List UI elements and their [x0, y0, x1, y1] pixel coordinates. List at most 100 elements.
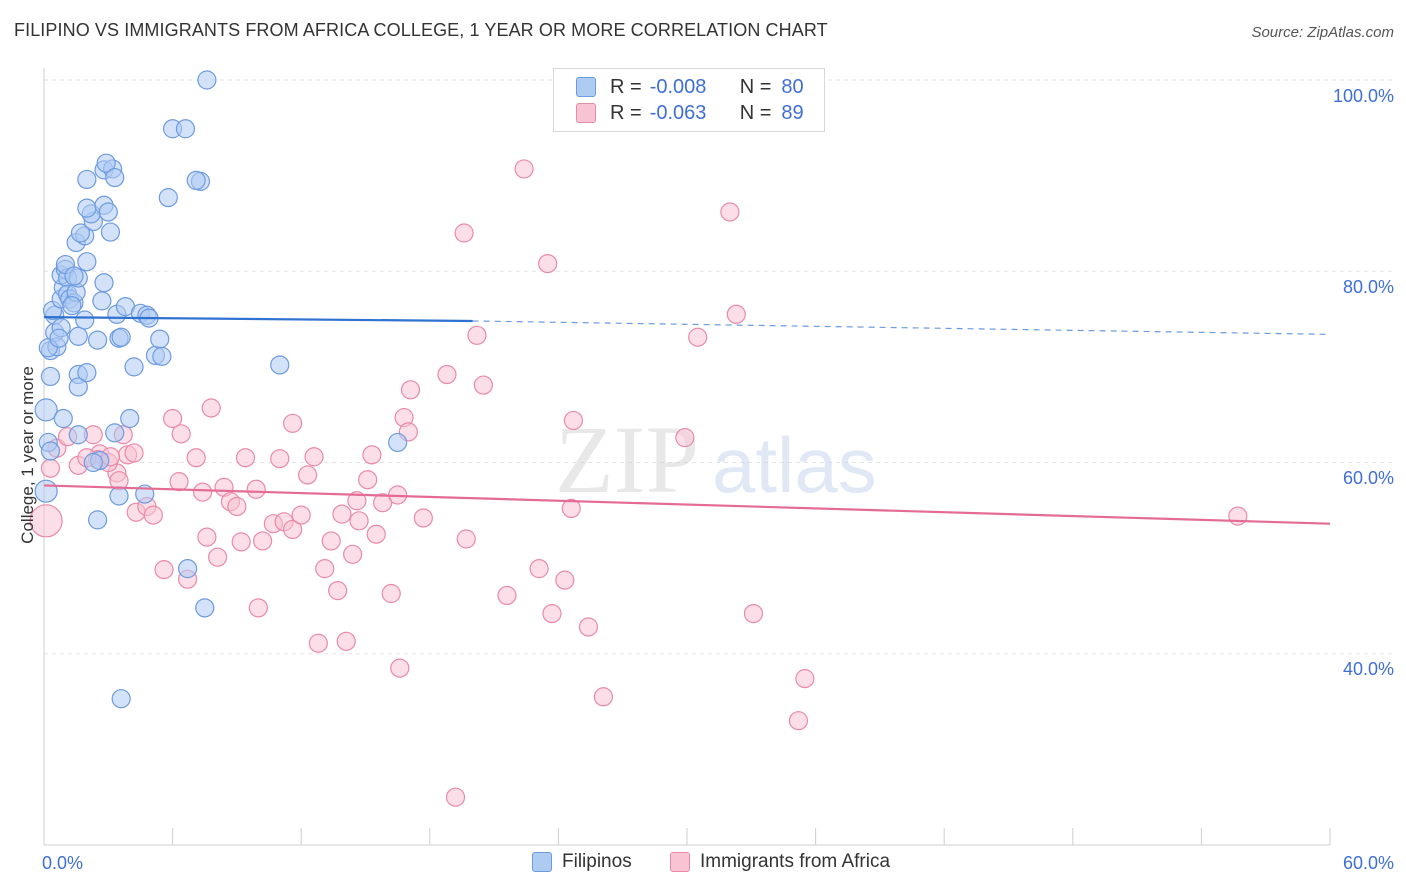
africa-point — [578, 617, 599, 637]
africa-point — [253, 531, 273, 551]
africa-point — [542, 603, 562, 624]
y-tick-label: 40.0% — [1342, 659, 1394, 679]
africa-point — [143, 505, 163, 525]
filipino-trend-extension — [472, 320, 1331, 335]
africa-point — [467, 325, 487, 345]
filipino-point — [100, 222, 121, 242]
filipino-point — [105, 423, 125, 443]
africa-point — [283, 413, 303, 433]
filipino-point — [388, 432, 408, 453]
africa-point — [454, 223, 474, 243]
africa-point — [593, 687, 614, 707]
filipino-point — [92, 291, 112, 311]
trend-lines — [43, 316, 1331, 525]
filipino-point — [152, 346, 172, 366]
pink-swatch — [576, 103, 596, 123]
filipino-point — [77, 198, 97, 218]
filipino-point — [64, 266, 84, 286]
pink-swatch — [670, 852, 690, 872]
n-value: 89 — [781, 101, 804, 124]
filipino-point — [105, 167, 125, 188]
r-value: -0.008 — [649, 75, 707, 98]
africa-point — [154, 559, 174, 580]
africa-point — [473, 375, 493, 395]
africa-point — [248, 598, 268, 618]
africa-point — [343, 544, 363, 564]
filipino-point — [158, 188, 178, 208]
legend-item-filipinos[interactable]: Filipinos — [532, 851, 632, 873]
africa-point — [169, 472, 189, 492]
africa-point — [201, 398, 221, 418]
filipino-point — [87, 330, 108, 350]
filipino-point — [195, 598, 215, 618]
africa-point — [270, 449, 290, 469]
africa-point — [124, 443, 144, 463]
y-axis-label: College, 1 year or more — [18, 366, 37, 544]
legend-label: Filipinos — [562, 851, 632, 872]
r-label: R = — [610, 101, 642, 124]
filipino-point — [98, 202, 118, 222]
filipino-point — [111, 689, 131, 709]
filipino-point — [120, 408, 140, 429]
africa-point — [193, 482, 213, 502]
africa-point — [514, 159, 534, 179]
filipino-point — [77, 169, 97, 190]
filipino-point — [49, 328, 69, 348]
africa-point — [163, 408, 183, 429]
africa-point — [197, 527, 217, 547]
y-tick-label: 100.0% — [1332, 86, 1394, 106]
africa-point — [1228, 506, 1248, 526]
watermark-atlas: atlas — [712, 421, 877, 509]
africa-point — [381, 583, 401, 604]
africa-point — [456, 529, 476, 549]
africa-points — [29, 159, 1248, 807]
africa-point — [328, 581, 348, 601]
x-tick-label-max: 60.0% — [1342, 853, 1394, 873]
blue-swatch — [576, 77, 596, 97]
legend-item-africa[interactable]: Immigrants from Africa — [670, 851, 890, 873]
filipino-trend-line — [43, 316, 473, 323]
filipino-point — [68, 425, 88, 445]
filipino-point — [34, 398, 58, 422]
africa-point — [315, 559, 335, 579]
filipino-point — [150, 329, 170, 349]
r-value: -0.063 — [649, 101, 707, 124]
filipino-point — [87, 510, 108, 530]
filipino-point — [111, 327, 131, 347]
africa-point — [688, 327, 708, 347]
africa-point — [390, 658, 410, 678]
filipino-point — [40, 366, 61, 387]
africa-point — [563, 410, 584, 431]
x-tick-label-min: 0.0% — [42, 853, 84, 873]
filipino-point — [68, 377, 88, 397]
africa-point — [788, 711, 809, 731]
filipino-point — [197, 70, 217, 90]
africa-point — [358, 470, 378, 490]
gridlines — [44, 79, 1393, 655]
filipino-point — [34, 479, 58, 503]
africa-point — [720, 202, 740, 222]
africa-point — [186, 448, 206, 468]
filipino-point — [77, 252, 97, 272]
africa-point — [29, 504, 63, 538]
africa-point — [675, 428, 695, 448]
africa-point — [283, 519, 303, 540]
filipino-points — [34, 70, 408, 709]
watermark: ZIP atlas — [555, 406, 877, 513]
africa-point — [795, 669, 815, 689]
chart-title: FILIPINO VS IMMIGRANTS FROM AFRICA COLLE… — [14, 20, 828, 40]
n-value: 80 — [781, 75, 804, 98]
africa-point — [231, 532, 251, 552]
legend-row-africa: R = -0.063 N = 89 — [576, 100, 804, 126]
filipino-point — [124, 357, 144, 377]
africa-point — [347, 491, 367, 511]
africa-point — [413, 508, 433, 528]
filipino-point — [68, 326, 88, 346]
africa-point — [373, 493, 393, 513]
stats-legend: R = -0.008 N = 80 R = -0.063 N = 89 — [553, 68, 825, 132]
filipino-point — [40, 441, 61, 461]
legend-row-filipinos: R = -0.008 N = 80 — [576, 74, 804, 100]
africa-point — [40, 458, 61, 478]
filipino-point — [96, 153, 116, 173]
